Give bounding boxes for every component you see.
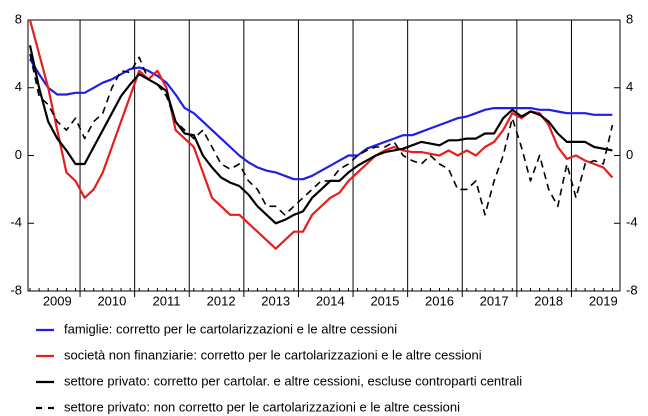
- y2-tick-label: 8: [626, 11, 633, 26]
- series-line: [29, 58, 613, 181]
- x-tick-label: 2018: [534, 293, 563, 308]
- y2-tick-label: 0: [626, 147, 633, 162]
- y-tick-label: 0: [15, 147, 22, 162]
- y-tick-label: 4: [15, 79, 22, 94]
- y-tick-label: -4: [10, 215, 22, 230]
- series-line: [28, 45, 613, 225]
- y2-tick-label: 4: [626, 79, 633, 94]
- x-tick-label: 2014: [316, 293, 345, 308]
- y-tick-label: 8: [15, 11, 22, 26]
- x-tick-label: 2010: [97, 293, 126, 308]
- legend-label: settore privato: corretto per cartolar. …: [64, 373, 522, 388]
- x-tick-label: 2012: [207, 293, 236, 308]
- legend-label: famiglie: corretto per le cartolarizzazi…: [64, 321, 397, 336]
- legend-label: settore privato: non corretto per le car…: [64, 399, 460, 414]
- x-tick-label: 2019: [589, 293, 618, 308]
- y2-tick-label: -8: [626, 282, 638, 297]
- x-tick-label: 2016: [425, 293, 454, 308]
- y2-tick-label: -4: [626, 215, 638, 230]
- plot-frame: [27, 19, 621, 292]
- x-tick-label: 2011: [153, 293, 181, 308]
- series-line: [28, 19, 614, 250]
- series-line: [29, 53, 614, 216]
- x-tick-label: 2009: [43, 293, 72, 308]
- legend-label: società non finanziarie: corretto per le…: [64, 347, 482, 362]
- y-tick-label: -8: [10, 282, 22, 297]
- x-tick-label: 2015: [370, 293, 399, 308]
- x-tick-label: 2017: [480, 293, 509, 308]
- x-tick-label: 2013: [261, 293, 290, 308]
